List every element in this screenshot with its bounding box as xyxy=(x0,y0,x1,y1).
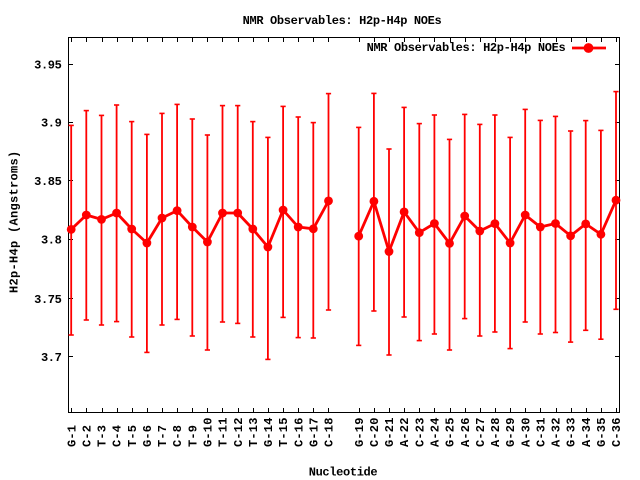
svg-text:A-26: A-26 xyxy=(459,417,473,447)
svg-text:A-24: A-24 xyxy=(429,417,443,447)
svg-text:G-35: G-35 xyxy=(595,417,609,447)
svg-text:C-12: C-12 xyxy=(232,417,246,447)
svg-text:3.7: 3.7 xyxy=(41,351,62,365)
svg-text:G-21: G-21 xyxy=(383,417,397,447)
svg-text:T-15: T-15 xyxy=(277,417,291,447)
svg-text:G-25: G-25 xyxy=(444,417,458,447)
svg-text:C-27: C-27 xyxy=(474,417,488,447)
svg-text:3.9: 3.9 xyxy=(41,117,62,131)
svg-text:G-29: G-29 xyxy=(504,417,518,447)
svg-text:Nucleotide: Nucleotide xyxy=(309,465,378,479)
svg-text:T-13: T-13 xyxy=(247,417,261,447)
svg-text:C-8: C-8 xyxy=(171,425,185,447)
svg-text:C-18: C-18 xyxy=(323,417,337,447)
svg-text:T-7: T-7 xyxy=(156,425,170,447)
svg-text:NMR Observables: H2p-H4p NOEs: NMR Observables: H2p-H4p NOEs xyxy=(243,14,442,28)
svg-text:C-16: C-16 xyxy=(292,417,306,447)
svg-text:C-20: C-20 xyxy=(368,417,382,447)
svg-text:G-14: G-14 xyxy=(262,417,276,447)
svg-text:T-5: T-5 xyxy=(126,425,140,447)
svg-text:G-19: G-19 xyxy=(353,417,367,447)
svg-text:T-11: T-11 xyxy=(217,417,231,447)
svg-text:G-33: G-33 xyxy=(565,417,579,447)
svg-text:A-22: A-22 xyxy=(398,417,412,447)
svg-text:A-30: A-30 xyxy=(519,417,533,447)
svg-text:G-1: G-1 xyxy=(65,425,79,447)
svg-text:H2p-H4p (Angstroms): H2p-H4p (Angstroms) xyxy=(7,151,21,294)
svg-text:C-4: C-4 xyxy=(111,425,125,447)
svg-text:A-34: A-34 xyxy=(580,417,594,447)
svg-text:G-10: G-10 xyxy=(202,417,216,447)
svg-text:A-32: A-32 xyxy=(550,417,564,447)
svg-text:C-23: C-23 xyxy=(413,417,427,447)
svg-text:3.85: 3.85 xyxy=(34,175,62,189)
svg-text:C-36: C-36 xyxy=(610,417,624,447)
svg-text:A-28: A-28 xyxy=(489,417,503,447)
svg-text:G-6: G-6 xyxy=(141,425,155,447)
svg-text:3.8: 3.8 xyxy=(41,234,62,248)
svg-text:T-3: T-3 xyxy=(96,425,110,447)
svg-text:G-17: G-17 xyxy=(307,417,321,447)
svg-text:T-9: T-9 xyxy=(186,425,200,447)
svg-text:C-2: C-2 xyxy=(80,425,94,447)
svg-text:3.95: 3.95 xyxy=(34,59,62,73)
svg-text:NMR Observables: H2p-H4p NOEs: NMR Observables: H2p-H4p NOEs xyxy=(367,41,566,55)
svg-text:C-31: C-31 xyxy=(534,417,548,447)
svg-text:3.75: 3.75 xyxy=(34,293,62,307)
